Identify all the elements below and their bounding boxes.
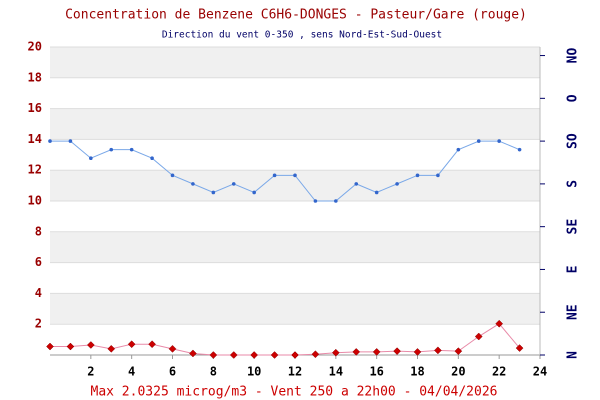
data-point — [415, 173, 420, 178]
data-point — [229, 351, 238, 359]
data-point — [395, 182, 399, 186]
data-point — [354, 182, 359, 186]
data-point — [515, 344, 524, 352]
y-tick-label: 12 — [28, 163, 42, 177]
data-point — [372, 348, 381, 356]
chart-footer: Max 2.0325 microg/m3 - Vent 250 a 22h00 … — [91, 385, 498, 400]
y2-tick-label: S — [566, 180, 581, 188]
data-point — [66, 342, 75, 351]
data-point — [413, 348, 422, 356]
data-point — [48, 139, 52, 143]
y2-tick-label: NE — [566, 304, 581, 320]
data-point — [109, 147, 114, 152]
x-tick-label: 20 — [451, 365, 465, 379]
x-tick-label: 6 — [169, 365, 176, 379]
y-tick-label: 2 — [35, 317, 42, 331]
data-point — [291, 351, 299, 359]
x-tick-label: 24 — [533, 365, 547, 379]
y2-tick-label: SE — [566, 219, 581, 235]
data-point — [231, 182, 236, 186]
y-tick-label: 14 — [28, 132, 42, 146]
y-tick-label: 8 — [35, 224, 42, 238]
data-point — [293, 173, 297, 178]
y-tick-label: 10 — [28, 194, 42, 208]
x-tick-label: 2 — [87, 365, 94, 379]
data-point — [374, 190, 379, 195]
band — [50, 293, 540, 325]
y2-tick-label: N — [566, 351, 581, 359]
data-point — [127, 340, 136, 349]
data-point — [272, 173, 277, 178]
y-tick-label: 20 — [28, 40, 42, 54]
data-point — [107, 344, 116, 353]
x-tick-label: 8 — [210, 365, 217, 379]
data-point — [495, 319, 504, 328]
chart-subtitle: Direction du vent 0-350 , sens Nord-Est-… — [162, 30, 442, 41]
x-tick-label: 16 — [369, 365, 383, 379]
data-point — [456, 147, 461, 152]
data-point — [46, 342, 54, 351]
band — [50, 47, 540, 78]
data-point — [189, 349, 197, 358]
data-point — [497, 139, 501, 143]
series-line — [50, 140, 520, 202]
band — [50, 231, 540, 263]
x-tick-label: 4 — [128, 365, 135, 379]
data-point — [393, 347, 401, 356]
data-point — [68, 139, 73, 143]
data-point — [250, 351, 259, 359]
data-point — [191, 182, 195, 186]
data-point — [150, 156, 154, 161]
data-point — [252, 190, 256, 195]
data-point — [517, 147, 522, 152]
y2-tick-label: O — [566, 94, 581, 102]
chart-title: Concentration de Benzene C6H6-DONGES - P… — [65, 8, 527, 23]
data-point — [209, 351, 218, 359]
data-point — [129, 147, 134, 152]
band — [50, 108, 540, 140]
x-tick-label: 12 — [288, 365, 302, 379]
data-point — [334, 199, 338, 203]
data-point — [331, 348, 340, 357]
y2-tick-label: E — [566, 266, 581, 274]
x-tick-label: 10 — [247, 365, 261, 379]
data-point — [270, 351, 279, 359]
x-tick-label: 14 — [329, 365, 343, 379]
data-point — [170, 173, 175, 178]
data-point — [313, 199, 318, 203]
data-point — [434, 346, 442, 355]
data-point — [168, 344, 177, 353]
y-tick-label: 6 — [35, 255, 42, 269]
data-point — [89, 156, 93, 161]
y2-tick-label: NO — [566, 48, 581, 64]
data-point — [454, 347, 463, 356]
data-point — [86, 341, 95, 349]
data-point — [352, 348, 361, 356]
x-tick-label: 22 — [492, 365, 506, 379]
y2-tick-label: SO — [566, 133, 581, 149]
data-point — [476, 139, 481, 143]
data-point — [436, 173, 440, 178]
y-tick-label: 4 — [35, 286, 42, 300]
y-tick-label: 18 — [28, 70, 42, 84]
data-point — [211, 190, 216, 195]
x-tick-label: 18 — [410, 365, 424, 379]
y-tick-label: 16 — [28, 101, 42, 115]
data-point — [311, 350, 320, 359]
data-point — [474, 332, 483, 341]
data-point — [148, 340, 156, 349]
